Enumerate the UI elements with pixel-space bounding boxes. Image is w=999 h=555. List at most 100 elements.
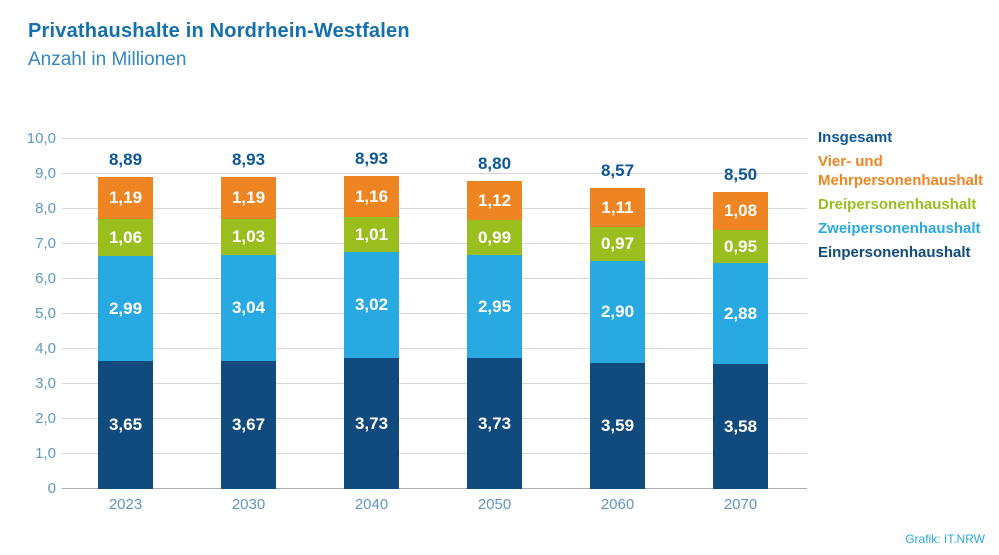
bar-segment-einpersonenhaushalt: 3,65 — [98, 361, 153, 489]
x-tick-label: 2023 — [108, 496, 143, 513]
bar-segment-label: 3,67 — [231, 415, 266, 434]
gridline — [62, 243, 807, 244]
bar-segment-vier-und-mehrpersonenhaushalt: 1,19 — [221, 177, 276, 219]
page-title: Privathaushalte in Nordrhein-Westfalen — [28, 20, 410, 42]
page-subtitle: Anzahl in Millionen — [28, 49, 187, 70]
gridline — [62, 313, 807, 314]
bar-segment-label: 3,59 — [600, 416, 635, 435]
bar-segment-label: 3,73 — [477, 413, 512, 433]
bar-total-label: 8,93 — [231, 150, 266, 169]
bar-segment-label: 0,99 — [477, 227, 512, 247]
y-tick-label: 6,0 — [35, 270, 56, 287]
bar-segment-label: 1,06 — [108, 227, 143, 247]
bar-segment-label: 3,65 — [108, 415, 143, 434]
bar-segment-label: 2,99 — [108, 298, 143, 318]
x-tick-label: 2030 — [231, 496, 266, 513]
gridline — [62, 348, 807, 349]
y-tick-label: 2,0 — [35, 410, 56, 427]
x-tick-label: 2060 — [600, 496, 635, 513]
bar-2023: 3,65 2,99 1,06 1,19 — [98, 177, 153, 489]
bar-segment-dreipersonenhaushalt: 1,01 — [344, 217, 399, 252]
bar-segment-label: 1,03 — [231, 227, 266, 246]
bar-segment-zweipersonenhaushalt: 3,02 — [344, 252, 399, 358]
gridline — [62, 418, 807, 419]
bar-segment-einpersonenhaushalt: 3,73 — [467, 358, 522, 489]
bar-segment-label: 1,16 — [354, 186, 389, 206]
bar-segment-label: 2,90 — [600, 302, 635, 321]
bar-segment-zweipersonenhaushalt: 2,95 — [467, 255, 522, 358]
x-tick-label: 2050 — [477, 496, 512, 513]
y-tick-label: 0 — [47, 480, 56, 497]
bar-segment-label: 0,97 — [600, 234, 635, 253]
legend-item-dreipersonenhaushalt: Dreipersonenhaushalt — [818, 196, 977, 213]
bar-segment-vier-und-mehrpersonenhaushalt: 1,16 — [344, 176, 399, 217]
bar-2050: 3,73 2,95 0,99 1,12 — [467, 181, 522, 489]
gridline — [62, 453, 807, 454]
bar-segment-label: 1,12 — [477, 190, 512, 210]
bar-segment-einpersonenhaushalt: 3,59 — [590, 363, 645, 489]
bar-total-label: 8,93 — [354, 149, 389, 168]
y-tick-label: 1,0 — [35, 445, 56, 462]
bar-segment-label: 1,11 — [601, 197, 634, 217]
bar-2070: 3,58 2,88 0,95 1,08 — [713, 192, 768, 489]
bar-segment-label: 1,19 — [231, 188, 266, 207]
bar-segment-dreipersonenhaushalt: 1,03 — [221, 219, 276, 255]
y-tick-label: 8,0 — [35, 200, 56, 217]
legend-item-zweipersonenhaushalt: Zweipersonenhaushalt — [818, 220, 981, 237]
bar-segment-vier-und-mehrpersonenhaushalt: 1,19 — [98, 177, 153, 219]
bar-2030: 3,67 3,04 1,03 1,19 — [221, 177, 276, 489]
bar-segment-einpersonenhaushalt: 3,73 — [344, 358, 399, 489]
bar-segment-zweipersonenhaushalt: 3,04 — [221, 255, 276, 361]
plot-area: 3,65 2,99 1,06 1,19 8,89 3,67 3,04 1,03 1,19 8,93… — [62, 138, 807, 489]
y-tick-label: 7,0 — [35, 235, 56, 252]
gridline — [62, 278, 807, 279]
gridline — [62, 383, 807, 384]
bar-segment-label: 2,95 — [477, 296, 512, 316]
y-tick-label: 5,0 — [35, 305, 56, 322]
y-tick-label: 10,0 — [26, 130, 56, 147]
bar-segment-vier-und-mehrpersonenhaushalt: 1,12 — [467, 181, 522, 220]
credit-text: Grafik: IT.NRW — [905, 532, 985, 546]
bar-segment-label: 3,73 — [354, 413, 389, 433]
x-axis: 2023 2030 2040 2050 2060 2070 — [62, 496, 807, 518]
bar-segment-vier-und-mehrpersonenhaushalt: 1,08 — [713, 192, 768, 230]
bar-segment-label: 1,01 — [354, 224, 389, 244]
bar-total-label: 8,80 — [477, 154, 512, 173]
bar-segment-label: 3,02 — [354, 295, 389, 314]
gridline — [62, 208, 807, 209]
bar-segment-dreipersonenhaushalt: 0,95 — [713, 230, 768, 263]
bar-segment-zweipersonenhaushalt: 2,88 — [713, 263, 768, 364]
bar-segment-label: 3,04 — [231, 298, 266, 317]
gridline — [62, 138, 807, 139]
y-axis: 0 1,0 2,0 3,0 4,0 5,0 6,0 7,0 8,0 9,0 10,0 — [0, 130, 56, 497]
bar-2060: 3,59 2,90 0,97 1,11 — [590, 188, 645, 489]
bar-segment-einpersonenhaushalt: 3,67 — [221, 361, 276, 489]
y-tick-label: 3,0 — [35, 375, 56, 392]
bar-segment-dreipersonenhaushalt: 1,06 — [98, 219, 153, 256]
gridline — [62, 488, 807, 489]
bar-segment-vier-und-mehrpersonenhaushalt: 1,11 — [590, 188, 645, 227]
bar-segment-zweipersonenhaushalt: 2,90 — [590, 261, 645, 363]
legend: Insgesamt Vier- und Mehrpersonenhaushalt D… — [818, 128, 996, 267]
bar-segment-zweipersonenhaushalt: 2,99 — [98, 256, 153, 361]
x-tick-label: 2070 — [723, 496, 758, 513]
legend-item-vier-und-mehrpersonenhaushalt: Vier- und Mehrpersonenhaushalt — [818, 153, 984, 189]
bar-segment-label: 0,95 — [723, 236, 758, 256]
bar-2040: 3,73 3,02 1,01 1,16 — [344, 176, 399, 489]
bar-segment-dreipersonenhaushalt: 0,97 — [590, 227, 645, 261]
bar-segment-label: 2,88 — [723, 303, 758, 323]
legend-item-insgesamt: Insgesamt — [818, 129, 893, 146]
gridline — [62, 173, 807, 174]
y-tick-label: 9,0 — [35, 165, 56, 182]
bar-segment-label: 3,58 — [723, 416, 758, 436]
y-tick-label: 4,0 — [35, 340, 56, 357]
bar-segment-label: 1,08 — [723, 201, 758, 220]
bar-segment-label: 1,19 — [108, 188, 143, 207]
bar-total-label: 8,50 — [723, 165, 758, 184]
bar-segment-dreipersonenhaushalt: 0,99 — [467, 220, 522, 255]
bar-total-label: 8,57 — [600, 161, 635, 180]
bar-segment-einpersonenhaushalt: 3,58 — [713, 364, 768, 489]
legend-item-einpersonenhaushalt: Einpersonenhaushalt — [818, 244, 971, 261]
bar-total-label: 8,89 — [108, 150, 143, 169]
